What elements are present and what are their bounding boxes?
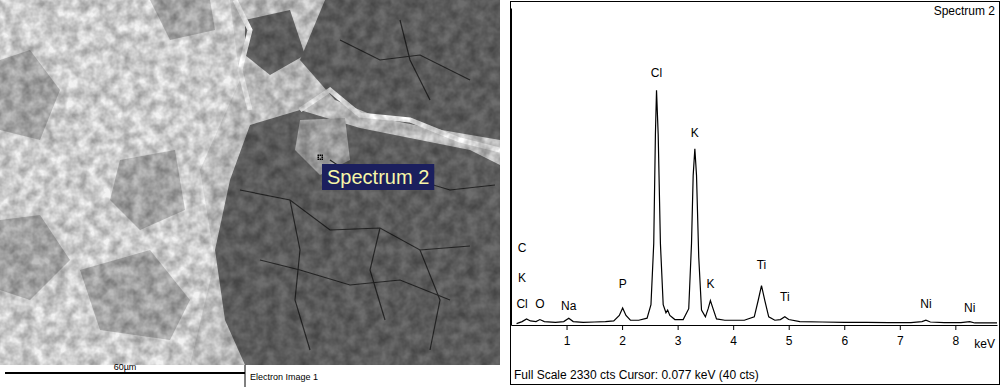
image-background (0, 0, 500, 365)
x-tick: 8 (952, 325, 959, 348)
marker-dot (320, 159, 322, 161)
x-tick: 3 (675, 325, 682, 348)
caption-strip (0, 365, 500, 387)
x-tick-label: 4 (730, 334, 737, 348)
x-tick: 4 (730, 325, 737, 348)
marker-dot (318, 159, 320, 161)
spectrum-marker (318, 155, 324, 161)
x-axis: 1 2 3 4 5 6 7 8 (512, 325, 998, 348)
x-tick-label: 5 (786, 334, 793, 348)
spectrum-frame (511, 2, 1000, 385)
x-tick-label: 2 (619, 334, 626, 348)
marker-dot (318, 157, 320, 159)
y-axis-line (511, 9, 512, 326)
marker-dot (322, 157, 324, 159)
electron-image (0, 0, 500, 365)
x-tick-label: 7 (897, 334, 904, 348)
peak-label: Ti (757, 258, 767, 272)
spectrum-title: Spectrum 2 (934, 4, 996, 18)
x-axis-title: keV (974, 337, 995, 351)
spectrum-footer: Full Scale 2330 cts Cursor: 0.077 keV (4… (514, 368, 759, 382)
caption-divider (245, 365, 246, 387)
y-axis (511, 9, 512, 326)
x-tick-mark (900, 325, 901, 330)
peak-label: Ti (780, 290, 790, 304)
image-caption: Electron Image 1 (250, 372, 318, 382)
peak-label: C (518, 241, 527, 255)
scale-bar (5, 372, 245, 374)
x-tick: 1 (564, 325, 571, 348)
peak-label: Ni (920, 297, 931, 311)
marker-dot (322, 159, 324, 161)
x-tick: 6 (841, 325, 848, 348)
marker-dot (318, 155, 320, 157)
x-tick: 5 (786, 325, 793, 348)
label-box (322, 164, 434, 190)
x-tick-label: 3 (675, 334, 682, 348)
peak-label: Cl (651, 66, 662, 80)
peak-label: Ni (964, 301, 975, 315)
peak-label: K (518, 271, 526, 285)
peak-label: Na (561, 299, 577, 313)
x-tick-mark (678, 325, 679, 330)
x-tick-mark (567, 325, 568, 330)
x-tick-mark (789, 325, 790, 330)
x-tick: 2 (619, 325, 626, 348)
x-tick-mark (733, 325, 734, 330)
spectrum-label: Spectrum 2 (327, 166, 429, 188)
peak-label: K (691, 126, 699, 140)
peak-label: P (619, 277, 627, 291)
image-texture (0, 0, 500, 365)
marker-dot (320, 155, 322, 157)
plot-area (517, 90, 997, 323)
peak-label: K (706, 277, 714, 291)
x-tick-mark (955, 325, 956, 330)
scale-bar-label: 60µm (114, 362, 137, 372)
x-tick: 7 (897, 325, 904, 348)
spectrum-line (517, 90, 997, 323)
peak-labels: C K Cl O Na P Cl K K Ti Ti Ni Ni (516, 66, 975, 315)
peak-label: O (535, 297, 544, 311)
figure: Spectrum 2 60µm Electron Image 1 1 2 3 4 5 6 7 8 C K… (0, 0, 1005, 387)
x-tick-label: 1 (564, 334, 571, 348)
x-tick-mark (622, 325, 623, 330)
x-axis-line (512, 325, 998, 326)
marker-dot (322, 155, 324, 157)
x-tick-mark (844, 325, 845, 330)
x-tick-label: 8 (952, 334, 959, 348)
x-tick-label: 6 (841, 334, 848, 348)
peak-label: Cl (516, 297, 527, 311)
